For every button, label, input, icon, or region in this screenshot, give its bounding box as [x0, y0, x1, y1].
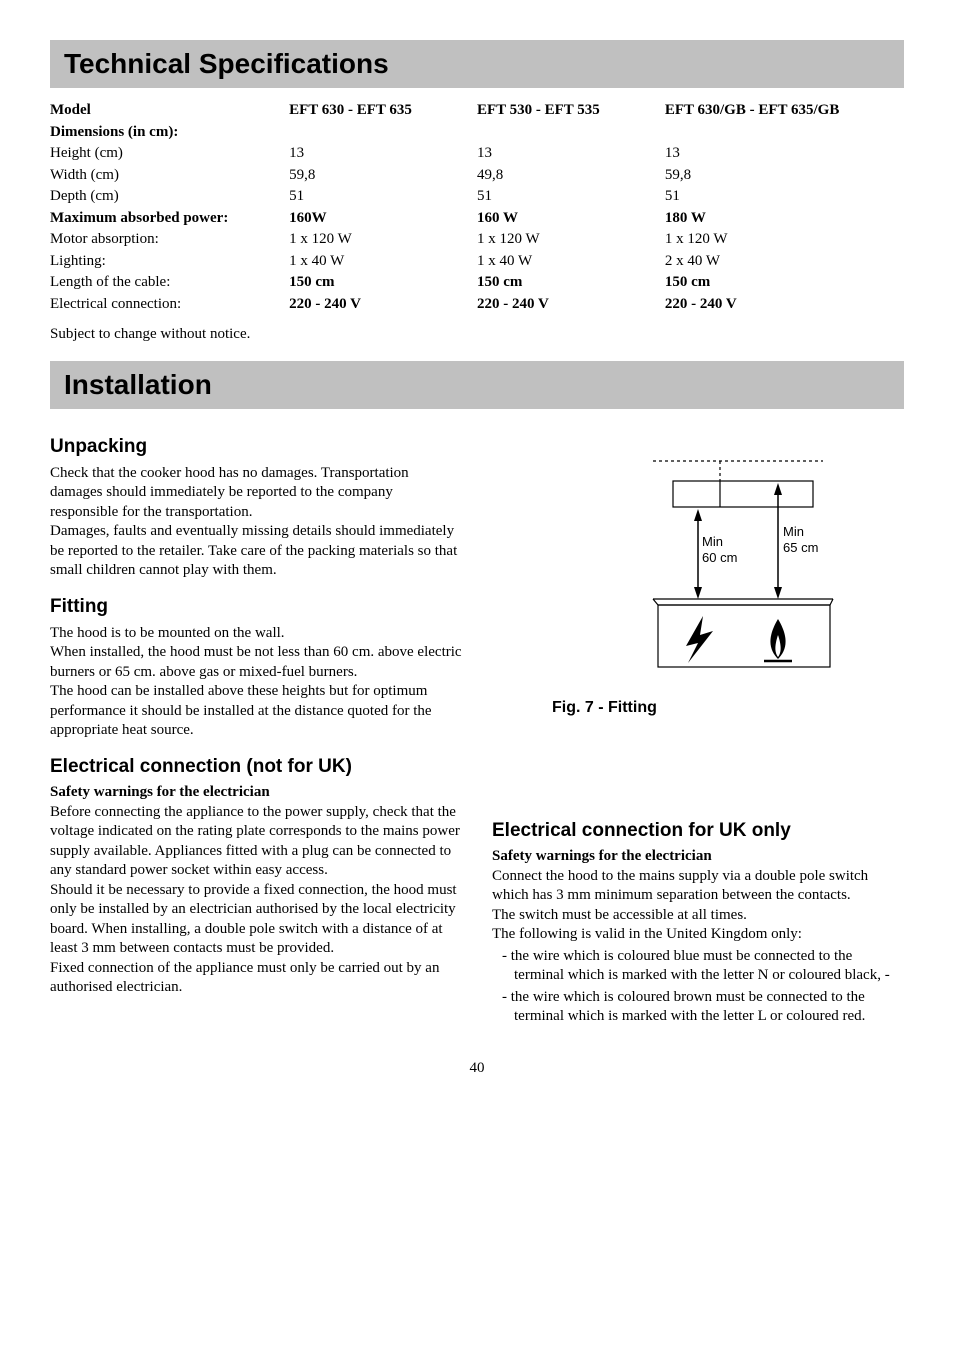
elec-not-uk-heading: Electrical connection (not for UK): [50, 755, 462, 780]
table-cell: 220 - 240 V: [665, 294, 904, 316]
table-cell: [665, 122, 904, 144]
table-cell: 13: [289, 143, 477, 165]
fig-label-min65-1: Min: [783, 524, 804, 539]
banner-tech-specs-title: Technical Specifications: [64, 46, 890, 82]
table-row: Width (cm)59,849,859,8: [50, 165, 904, 187]
table-cell: 150 cm: [477, 272, 665, 294]
table-cell: 1 x 120 W: [289, 229, 477, 251]
spec-table: ModelEFT 630 - EFT 635EFT 530 - EFT 535E…: [50, 100, 904, 315]
table-cell: 180 W: [665, 208, 904, 230]
fitting-text: The hood is to be mounted on the wall.Wh…: [50, 624, 462, 741]
table-row: Lighting:1 x 40 W1 x 40 W2 x 40 W: [50, 251, 904, 273]
table-row: Electrical connection:220 - 240 V220 - 2…: [50, 294, 904, 316]
table-cell: 1 x 120 W: [665, 229, 904, 251]
table-row: Depth (cm)515151: [50, 186, 904, 208]
table-row: Maximum absorbed power:160W160 W180 W: [50, 208, 904, 230]
table-cell: 220 - 240 V: [289, 294, 477, 316]
table-cell: Depth (cm): [50, 186, 289, 208]
table-cell: Lighting:: [50, 251, 289, 273]
table-cell: Dimensions (in cm):: [50, 122, 289, 144]
list-item: the wire which is coloured blue must be …: [492, 947, 904, 986]
left-column: Unpacking Check that the cooker hood has…: [50, 421, 462, 1028]
table-cell: 13: [665, 143, 904, 165]
unpacking-text: Check that the cooker hood has no damage…: [50, 464, 462, 581]
elec-uk-heading: Electrical connection for UK only: [492, 819, 904, 844]
table-cell: 51: [477, 186, 665, 208]
spec-table-body: ModelEFT 630 - EFT 635EFT 530 - EFT 535E…: [50, 100, 904, 315]
table-cell: 2 x 40 W: [665, 251, 904, 273]
table-cell: 1 x 40 W: [477, 251, 665, 273]
electric-icon: [686, 616, 713, 663]
unpacking-heading: Unpacking: [50, 435, 462, 460]
elec-uk-text: Connect the hood to the mains supply via…: [492, 867, 904, 945]
table-cell: Length of the cable:: [50, 272, 289, 294]
table-row: ModelEFT 630 - EFT 635EFT 530 - EFT 535E…: [50, 100, 904, 122]
banner-tech-specs: Technical Specifications: [50, 40, 904, 88]
table-cell: Model: [50, 100, 289, 122]
table-cell: [289, 122, 477, 144]
fig-label-min65-2: 65 cm: [783, 540, 818, 555]
table-cell: 150 cm: [289, 272, 477, 294]
table-cell: 51: [665, 186, 904, 208]
right-column: Min 60 cm Min 65 cm Fi: [492, 421, 904, 1028]
figure-caption: Fig. 7 - Fitting: [552, 698, 904, 719]
table-cell: Motor absorption:: [50, 229, 289, 251]
elec-uk-subheading: Safety warnings for the electrician: [492, 847, 904, 867]
table-cell: Electrical connection:: [50, 294, 289, 316]
list-item: the wire which is coloured brown must be…: [492, 988, 904, 1027]
figure-wrapper: Min 60 cm Min 65 cm Fi: [552, 451, 904, 718]
two-column-layout: Unpacking Check that the cooker hood has…: [50, 421, 904, 1028]
fig-label-min60-2: 60 cm: [702, 550, 737, 565]
elec-uk-bullets: the wire which is coloured blue must be …: [492, 947, 904, 1027]
banner-installation: Installation: [50, 361, 904, 409]
banner-installation-title: Installation: [64, 367, 890, 403]
table-cell: EFT 530 - EFT 535: [477, 100, 665, 122]
table-row: Length of the cable:150 cm150 cm150 cm: [50, 272, 904, 294]
flame-icon: [764, 619, 792, 661]
fig-label-min60-1: Min: [702, 534, 723, 549]
table-cell: 1 x 120 W: [477, 229, 665, 251]
fitting-diagram: Min 60 cm Min 65 cm: [618, 451, 838, 671]
table-cell: 51: [289, 186, 477, 208]
table-row: Dimensions (in cm):: [50, 122, 904, 144]
table-cell: 150 cm: [665, 272, 904, 294]
table-cell: 59,8: [665, 165, 904, 187]
page-number: 40: [50, 1059, 904, 1079]
table-row: Motor absorption:1 x 120 W1 x 120 W1 x 1…: [50, 229, 904, 251]
table-cell: Width (cm): [50, 165, 289, 187]
elec-not-uk-subheading: Safety warnings for the electrician: [50, 783, 462, 803]
table-cell: Maximum absorbed power:: [50, 208, 289, 230]
table-cell: 49,8: [477, 165, 665, 187]
table-cell: 220 - 240 V: [477, 294, 665, 316]
table-cell: 13: [477, 143, 665, 165]
table-cell: 59,8: [289, 165, 477, 187]
table-cell: 160W: [289, 208, 477, 230]
table-cell: EFT 630 - EFT 635: [289, 100, 477, 122]
table-row: Height (cm)131313: [50, 143, 904, 165]
subject-to-change: Subject to change without notice.: [50, 325, 904, 345]
table-cell: [477, 122, 665, 144]
table-cell: EFT 630/GB - EFT 635/GB: [665, 100, 904, 122]
table-cell: 160 W: [477, 208, 665, 230]
elec-not-uk-text: Before connecting the appliance to the p…: [50, 803, 462, 998]
fitting-heading: Fitting: [50, 595, 462, 620]
table-cell: 1 x 40 W: [289, 251, 477, 273]
table-cell: Height (cm): [50, 143, 289, 165]
